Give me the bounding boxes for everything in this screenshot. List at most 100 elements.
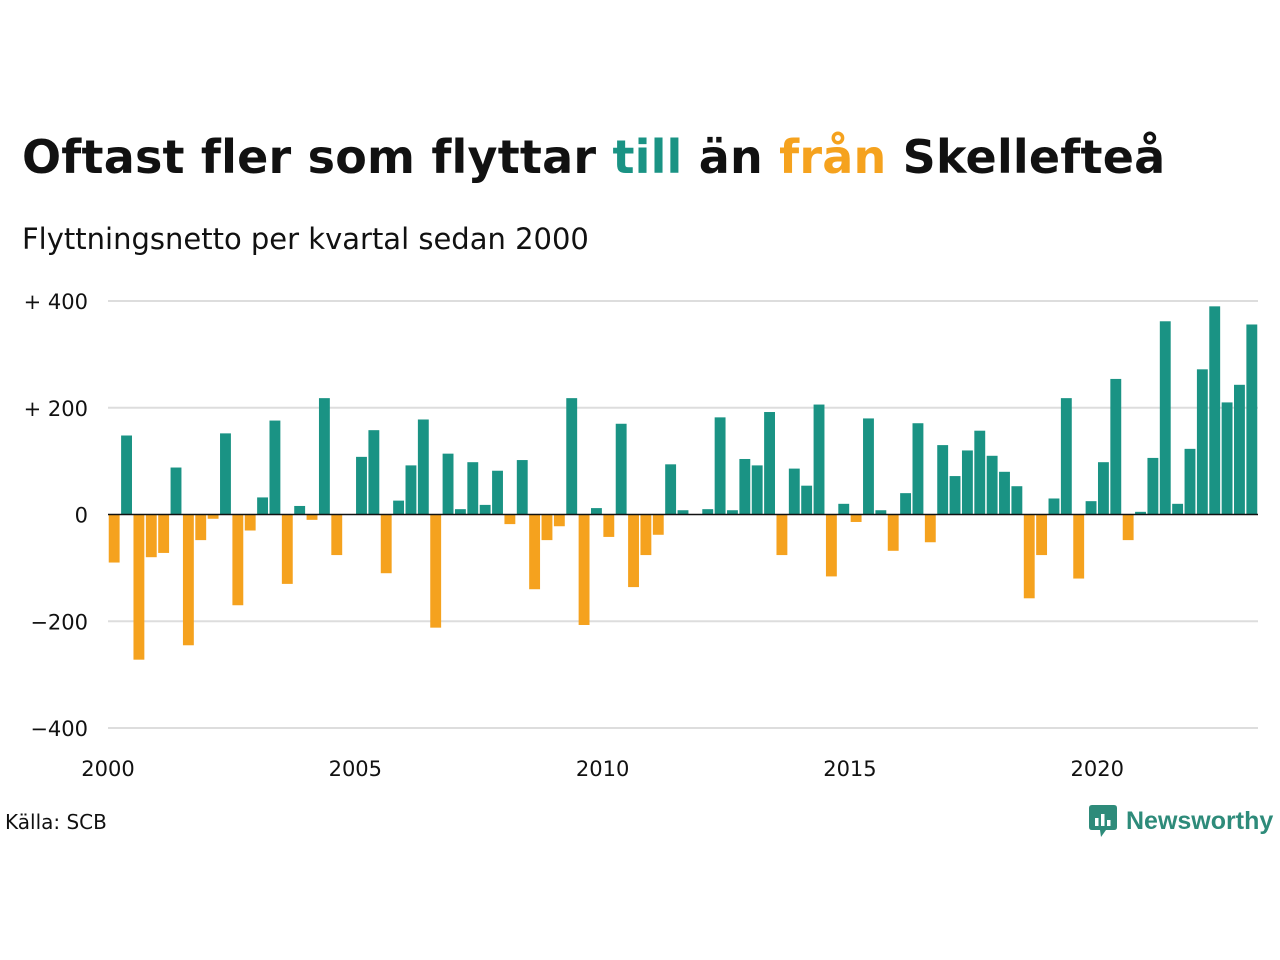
- bar: [269, 420, 281, 515]
- bar: [504, 514, 516, 525]
- bar-chart: + 400 + 200 0 −200 −400 2000 2005 2010 2015 2020: [24, 290, 1258, 781]
- bar: [652, 514, 664, 535]
- x-axis: 2000 2005 2010 2015 2020: [81, 757, 1124, 781]
- bar: [727, 510, 738, 515]
- bar: [1209, 306, 1221, 515]
- bar: [195, 514, 207, 541]
- bar: [813, 404, 825, 515]
- bar: [133, 514, 145, 660]
- bar: [875, 510, 887, 515]
- bar: [1122, 514, 1134, 541]
- bar: [158, 514, 170, 553]
- y-tick-label: + 200: [24, 397, 88, 421]
- bar: [516, 460, 528, 515]
- bar: [665, 464, 677, 515]
- bar: [417, 419, 429, 515]
- newsworthy-logo-icon: [1089, 805, 1117, 837]
- bar: [182, 514, 194, 646]
- bar: [393, 500, 405, 515]
- bar: [838, 503, 850, 515]
- bar: [1110, 378, 1122, 515]
- bar: [1097, 462, 1109, 515]
- bar: [578, 514, 590, 625]
- x-tick-label: 2020: [1071, 757, 1124, 781]
- title-word-in: till: [612, 130, 683, 184]
- bar: [1048, 498, 1060, 515]
- bar: [591, 508, 602, 515]
- bar: [1172, 503, 1184, 515]
- bar: [331, 514, 343, 556]
- bar: [442, 453, 454, 515]
- bar: [232, 514, 244, 606]
- bar: [961, 450, 973, 515]
- y-axis: + 400 + 200 0 −200 −400: [24, 290, 88, 741]
- brand-logo: Newsworthy: [1088, 804, 1273, 838]
- bar: [566, 398, 578, 515]
- chart-subtitle: Flyttningsnetto per kvartal sedan 2000: [22, 222, 589, 256]
- bar: [1159, 321, 1171, 515]
- bar: [454, 509, 466, 515]
- bar: [294, 505, 306, 515]
- x-tick: 2020: [1071, 757, 1124, 781]
- bar: [603, 514, 615, 537]
- bar: [702, 509, 714, 515]
- bar: [863, 418, 874, 515]
- bar: [207, 514, 219, 519]
- grid-lines: [108, 300, 1258, 729]
- bar: [764, 412, 775, 515]
- bar: [986, 455, 998, 515]
- bar: [1023, 514, 1035, 599]
- bar: [356, 456, 367, 515]
- title-prefix: Oftast fler som flyttar: [22, 130, 613, 184]
- bar: [999, 471, 1010, 515]
- title-suffix: Skellefteå: [886, 130, 1166, 184]
- bar: [628, 514, 639, 588]
- x-tick-label: 2015: [823, 757, 876, 781]
- bar: [1085, 501, 1097, 515]
- bar: [257, 497, 269, 515]
- bar: [121, 435, 132, 515]
- bar: [467, 462, 479, 515]
- bar: [924, 514, 936, 543]
- bar: [145, 514, 157, 558]
- x-tick-label: 2010: [576, 757, 629, 781]
- title-word-out: från: [779, 130, 887, 184]
- bar: [677, 510, 689, 515]
- bar: [306, 514, 318, 520]
- bar: [850, 514, 862, 522]
- bar: [1060, 398, 1072, 515]
- brand-name: Newsworthy: [1126, 806, 1274, 835]
- bar: [380, 514, 392, 574]
- bar: [615, 423, 627, 515]
- y-tick: + 400: [24, 290, 88, 314]
- bar: [1246, 324, 1258, 515]
- bar: [900, 493, 912, 515]
- bar: [1234, 384, 1245, 515]
- x-tick-label: 2000: [81, 757, 134, 781]
- y-tick-label: −200: [30, 610, 88, 634]
- title-middle: än: [682, 130, 780, 184]
- bar: [1184, 448, 1196, 515]
- bar: [739, 458, 751, 515]
- bar: [751, 465, 763, 515]
- bar: [937, 445, 949, 515]
- bar: [318, 398, 330, 515]
- x-tick: 2010: [576, 757, 629, 781]
- x-tick: 2005: [329, 757, 382, 781]
- bar: [788, 468, 800, 515]
- bar: [1073, 514, 1085, 579]
- bar: [220, 433, 231, 515]
- x-tick: 2015: [823, 757, 876, 781]
- bar: [1221, 402, 1233, 515]
- bar: [640, 514, 652, 556]
- bar: [1036, 514, 1048, 556]
- bar: [1135, 511, 1146, 515]
- bar: [1011, 486, 1023, 515]
- bar: [170, 467, 182, 515]
- bar: [430, 514, 442, 628]
- bar: [405, 465, 417, 515]
- bar: [479, 504, 491, 515]
- bar: [108, 514, 120, 563]
- bars: [108, 306, 1258, 660]
- bar: [281, 514, 293, 584]
